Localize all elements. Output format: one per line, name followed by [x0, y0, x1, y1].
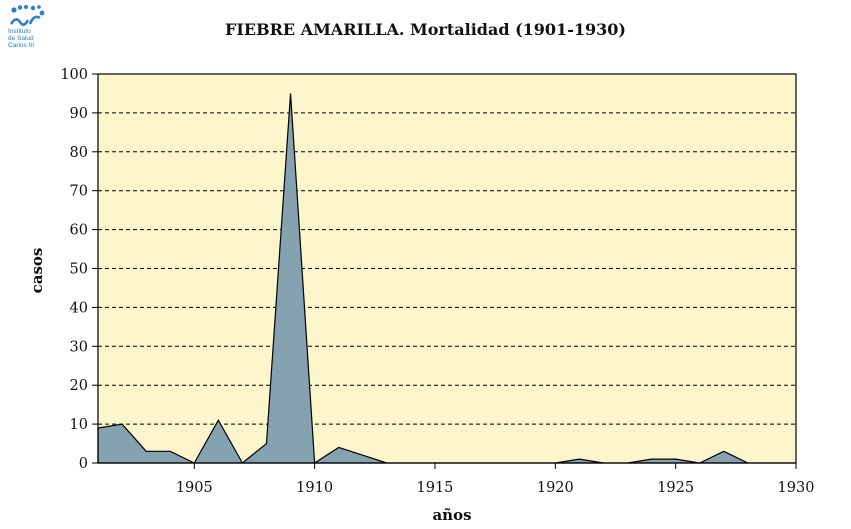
- grid-lines: [98, 112, 796, 425]
- x-axis-label: años: [432, 506, 471, 524]
- x-tick-label: 1930: [778, 480, 815, 496]
- x-tick-label: 1910: [296, 480, 333, 496]
- y-tick-label: 20: [70, 378, 88, 394]
- plot-background: [98, 74, 796, 463]
- logo-line: Carlos III: [8, 42, 35, 49]
- institute-logo: [6, 4, 52, 60]
- y-tick-label: 70: [70, 184, 88, 200]
- y-tick-label: 100: [60, 67, 88, 83]
- y-tick-label: 0: [79, 456, 88, 472]
- y-tick-label: 40: [70, 300, 88, 316]
- logo-text: Instituto de Salud Carlos III: [8, 28, 34, 49]
- x-tick-label: 1905: [176, 480, 213, 496]
- y-tick-label: 30: [70, 339, 88, 355]
- logo-line: Instituto: [8, 28, 31, 35]
- logo-mark-icon: [9, 5, 45, 26]
- x-tick-label: 1920: [537, 480, 574, 496]
- y-tick-label: 80: [70, 145, 88, 161]
- x-tick-label: 1925: [657, 480, 694, 496]
- y-tick-label: 10: [70, 417, 88, 433]
- y-tick-label: 90: [70, 106, 88, 122]
- logo-line: de Salud: [8, 35, 34, 42]
- x-axis: 1905 1910 1915 1920 1925 1930: [176, 463, 815, 496]
- y-tick-label: 50: [70, 262, 88, 278]
- chart-title: FIEBRE AMARILLA. Mortalidad (1901-1930): [225, 20, 626, 39]
- x-tick-label: 1915: [417, 480, 454, 496]
- y-tick-label: 60: [70, 223, 88, 239]
- y-axis-label: casos: [28, 248, 46, 294]
- y-axis: 0 10 20 30 40 50 60 70 80 90 100: [60, 67, 98, 472]
